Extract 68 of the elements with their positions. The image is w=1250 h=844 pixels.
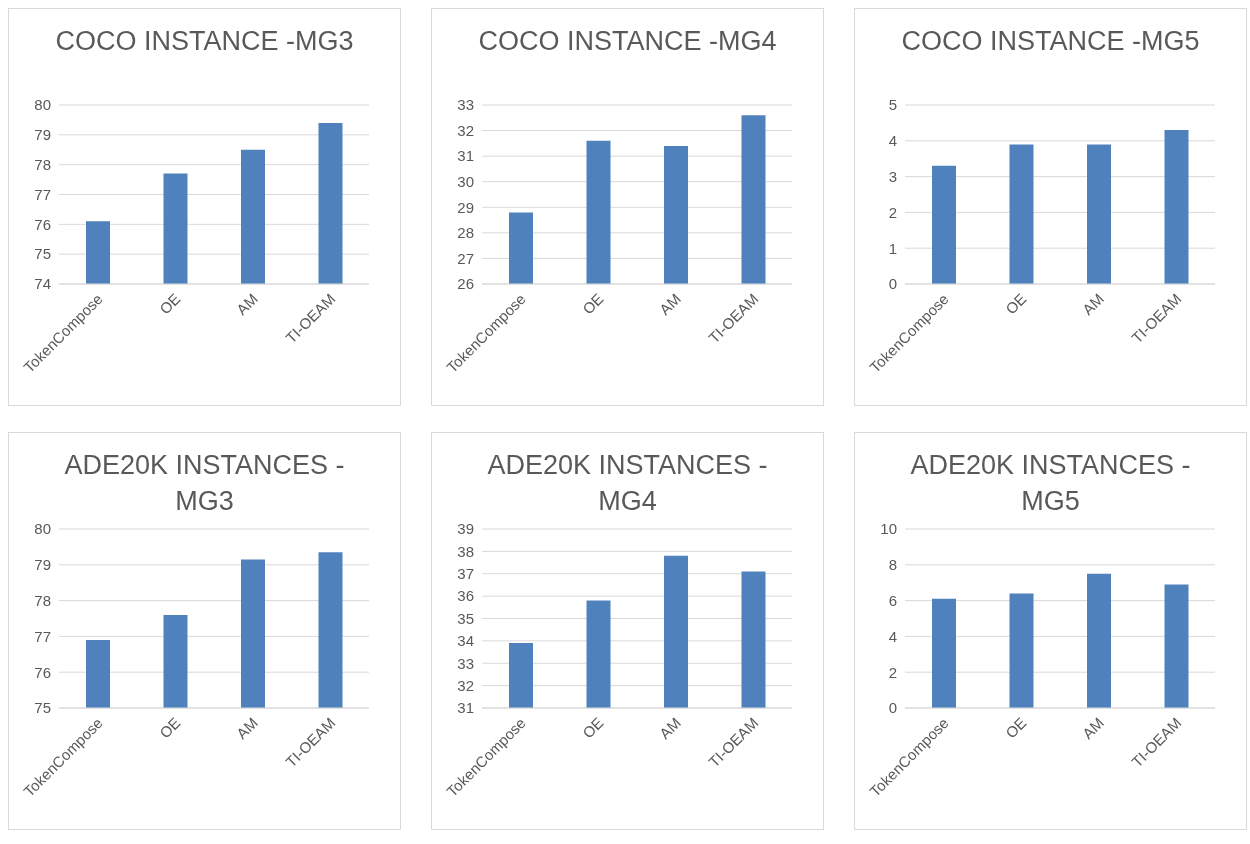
y-tick-label: 37 (457, 565, 474, 583)
x-tick-label: AM (232, 714, 261, 743)
y-tick-label: 76 (34, 215, 51, 233)
y-tick-label: 31 (457, 147, 474, 165)
y-tick-label: 80 (34, 520, 51, 538)
y-tick-label: 0 (888, 699, 897, 717)
x-tick-label: AM (655, 290, 684, 319)
chart-title: ADE20K INSTANCES -MG5 (909, 449, 1192, 518)
y-tick-label: 1 (888, 239, 897, 257)
bar (932, 165, 956, 284)
y-tick-label: 31 (457, 699, 474, 717)
y-tick-label: 80 (34, 96, 51, 114)
y-tick-label: 75 (34, 245, 51, 263)
y-tick-label: 28 (457, 224, 474, 242)
y-tick-label: 36 (457, 587, 474, 605)
y-tick-label: 32 (457, 676, 474, 694)
y-tick-label: 2 (888, 663, 897, 681)
y-tick-label: 38 (457, 542, 474, 560)
bar (1009, 144, 1034, 284)
y-tick-label: 8 (888, 556, 897, 574)
y-tick-label: 79 (34, 126, 51, 144)
y-tick-label: 3 (888, 167, 897, 185)
y-tick-label: 76 (34, 663, 51, 681)
chart-title: COCO INSTANCE -MG5 (900, 25, 1201, 58)
x-tick-label: OE (156, 714, 184, 742)
y-tick-label: 26 (457, 275, 474, 293)
y-tick-label: 79 (34, 556, 51, 574)
x-tick-label: OE (579, 290, 607, 318)
chart-title: ADE20K INSTANCES -MG3 (63, 449, 346, 518)
y-tick-label: 27 (457, 249, 474, 267)
y-tick-label: 6 (888, 591, 897, 609)
x-tick-label: AM (655, 714, 684, 743)
x-tick-label: OE (579, 714, 607, 742)
y-tick-label: 39 (457, 520, 474, 538)
bar (1164, 584, 1189, 708)
bar (932, 598, 956, 708)
x-tick-label: AM (232, 290, 261, 319)
y-tick-label: 33 (457, 96, 474, 114)
y-tick-label: 33 (457, 654, 474, 672)
x-tick-label: OE (1002, 714, 1030, 742)
y-tick-label: 74 (34, 275, 51, 293)
chart-title: COCO INSTANCE -MG3 (54, 25, 355, 58)
bar (1087, 144, 1111, 284)
chart-title: ADE20K INSTANCES -MG4 (486, 449, 769, 518)
y-tick-label: 77 (34, 185, 51, 203)
y-tick-label: 75 (34, 699, 51, 717)
bar (1009, 593, 1034, 708)
y-tick-label: 78 (34, 591, 51, 609)
y-tick-label: 77 (34, 627, 51, 645)
y-tick-label: 34 (457, 632, 474, 650)
y-tick-label: 30 (457, 173, 474, 191)
y-tick-label: 10 (880, 520, 897, 538)
y-tick-label: 29 (457, 198, 474, 216)
y-tick-label: 4 (888, 132, 897, 150)
y-tick-label: 32 (457, 121, 474, 139)
y-tick-label: 0 (888, 275, 897, 293)
x-tick-label: AM (1078, 714, 1107, 743)
chart-title: COCO INSTANCE -MG4 (477, 25, 778, 58)
x-tick-label: OE (156, 290, 184, 318)
y-tick-label: 78 (34, 155, 51, 173)
x-tick-label: OE (1002, 290, 1030, 318)
y-tick-label: 2 (888, 203, 897, 221)
bar (1164, 130, 1189, 284)
y-tick-label: 5 (888, 96, 897, 114)
x-tick-label: AM (1078, 290, 1107, 319)
y-tick-label: 4 (888, 627, 897, 645)
y-tick-label: 35 (457, 609, 474, 627)
bar (1087, 573, 1111, 708)
